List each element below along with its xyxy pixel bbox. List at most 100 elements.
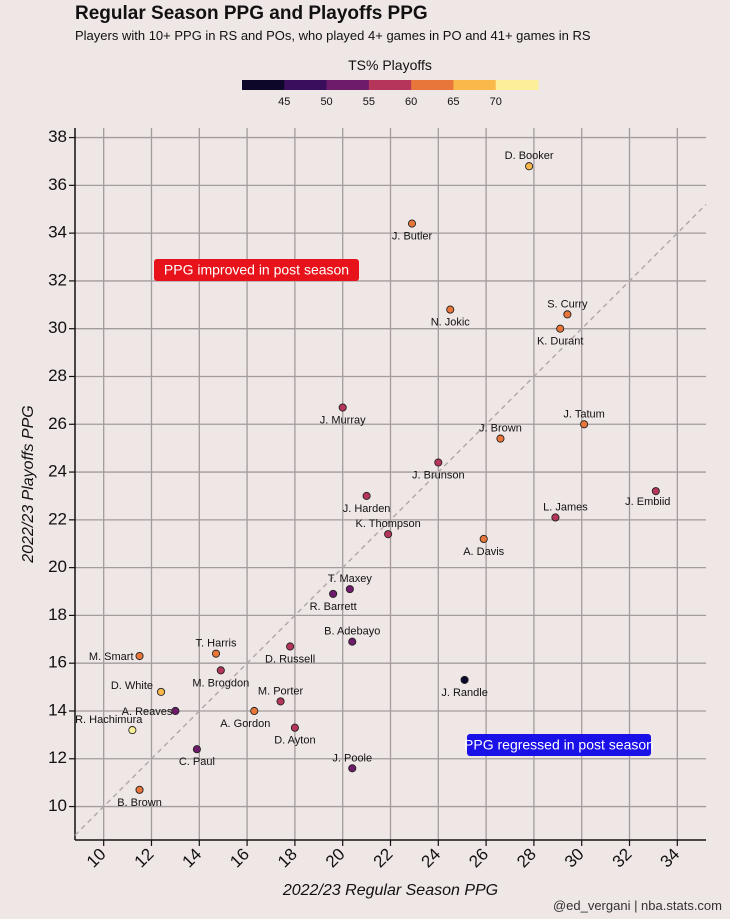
y-tick-label: 28: [48, 366, 67, 385]
data-point: [135, 651, 144, 661]
y-tick-label: 24: [48, 462, 67, 481]
y-tick-label: 20: [48, 557, 67, 576]
y-tick-label: 22: [48, 509, 67, 528]
x-tick-label: 32: [609, 845, 636, 872]
point-label: A. Gordon: [220, 718, 270, 730]
data-point: [563, 310, 572, 319]
data-point: [211, 649, 221, 658]
annotation-improved-box: [154, 259, 359, 281]
point-label: S. Curry: [547, 298, 588, 310]
colorbar-tick-label: 55: [363, 96, 375, 108]
colorbar-tick-label: 50: [320, 96, 332, 108]
colorbar-segment: [495, 80, 539, 90]
x-tick-label: 34: [657, 845, 684, 872]
point-label: J. Butler: [392, 231, 433, 243]
point-label: T. Harris: [196, 638, 237, 650]
x-tick-label: 28: [513, 845, 540, 872]
point-label: M. Brogdon: [192, 677, 249, 689]
data-point: [345, 585, 354, 594]
y-tick-label: 30: [48, 318, 67, 337]
data-point: [192, 745, 201, 754]
point-label: N. Jokic: [431, 317, 471, 329]
colorbar-segment: [284, 80, 328, 90]
x-tick-label: 30: [561, 845, 588, 872]
x-axis-title: 2022/23 Regular Season PPG: [282, 882, 498, 899]
data-point: [156, 687, 166, 696]
y-tick-label: 16: [48, 653, 67, 672]
data-point: [329, 589, 338, 598]
data-point: [407, 219, 417, 228]
data-point: [362, 491, 371, 500]
y-tick-label: 34: [48, 223, 67, 242]
data-point: [348, 764, 357, 773]
colorbar-tick-label: 60: [405, 96, 417, 108]
x-tick-label: 10: [83, 845, 110, 872]
colorbar-segment: [242, 80, 285, 90]
data-point: [384, 530, 393, 539]
point-label: J. Murray: [320, 415, 366, 427]
y-tick-label: 32: [48, 270, 67, 289]
y-tick-label: 36: [48, 175, 67, 194]
data-point: [651, 487, 660, 496]
colorbar-segment: [368, 80, 412, 90]
point-label: J. Embiid: [625, 496, 670, 508]
point-label: D. Ayton: [274, 735, 315, 747]
point-label: C. Paul: [179, 756, 215, 768]
data-point: [216, 666, 225, 675]
chart-title: Regular Season PPG and Playoffs PPG: [75, 3, 428, 24]
data-point: [434, 458, 443, 467]
point-label: M. Smart: [89, 651, 134, 663]
point-label: R. Barrett: [310, 601, 357, 613]
colorbar-title: TS% Playoffs: [348, 57, 432, 73]
point-label: T. Maxey: [328, 573, 373, 585]
x-tick-label: 14: [178, 845, 205, 872]
chart-subtitle: Players with 10+ PPG in RS and POs, who …: [75, 28, 591, 43]
point-label: J. Poole: [332, 752, 372, 764]
point-label: J. Brunson: [412, 469, 465, 481]
point-label: D. Russell: [265, 653, 315, 665]
annotation-improved-text: PPG improved in post season: [164, 262, 349, 278]
point-label: J. Brown: [479, 423, 522, 435]
colorbar-tick-label: 45: [278, 96, 290, 108]
data-point: [556, 324, 565, 333]
point-label: K. Durant: [537, 336, 583, 348]
data-point: [290, 723, 299, 732]
data-point: [286, 642, 295, 651]
point-label: D. White: [111, 680, 153, 692]
x-tick-label: 20: [322, 845, 349, 872]
colorbar-segment: [411, 80, 454, 90]
x-tick-label: 18: [274, 845, 301, 872]
y-tick-label: 12: [48, 748, 67, 767]
point-label: D. Booker: [505, 150, 554, 162]
x-tick-label: 22: [370, 845, 397, 872]
y-tick-label: 14: [48, 700, 67, 719]
colorbar-segment: [453, 80, 497, 90]
data-point: [128, 726, 137, 735]
data-point: [276, 697, 285, 706]
y-tick-label: 26: [48, 414, 67, 433]
y-axis-title: 2022/23 Playoffs PPG: [20, 405, 37, 563]
data-point: [460, 675, 469, 684]
data-point: [479, 534, 488, 544]
data-point: [496, 434, 505, 443]
data-point: [348, 637, 357, 646]
point-label: R. Hachimura: [75, 714, 143, 726]
colorbar-tick-label: 65: [447, 96, 459, 108]
colorbar-tick-label: 70: [490, 96, 502, 108]
data-point: [551, 513, 560, 522]
data-point: [580, 420, 589, 429]
x-tick-label: 12: [131, 845, 158, 872]
point-label: B. Adebayo: [324, 626, 380, 638]
point-label: M. Porter: [258, 685, 304, 697]
x-tick-label: 26: [465, 845, 492, 872]
y-tick-label: 38: [48, 127, 67, 146]
point-label: J. Tatum: [563, 408, 604, 420]
colorbar-segment: [326, 80, 370, 90]
annotation-regressed-text: PPG regressed in post season: [464, 737, 654, 753]
data-point: [525, 162, 534, 171]
point-label: A. Reaves: [122, 706, 173, 718]
data-point: [338, 403, 347, 412]
annotation-regressed-box: [467, 734, 651, 756]
x-tick-label: 16: [226, 845, 253, 872]
